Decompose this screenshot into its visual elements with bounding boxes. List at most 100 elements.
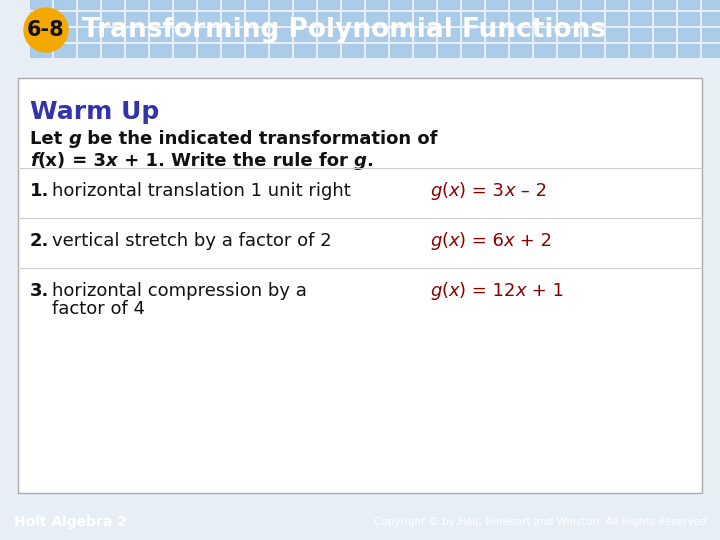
Bar [54, 28, 76, 42]
Bar [198, 0, 220, 10]
Bar [246, 28, 268, 42]
Bar [342, 28, 364, 42]
Bar [366, 28, 388, 42]
Bar [126, 0, 148, 10]
Bar [654, 0, 676, 10]
Bar [438, 12, 460, 26]
Bar [54, 0, 76, 10]
Text: x: x [449, 232, 459, 250]
Bar [30, 28, 52, 42]
Bar [390, 12, 412, 26]
Bar [102, 44, 124, 58]
Text: 1.: 1. [30, 182, 50, 200]
Text: Let: Let [30, 130, 68, 148]
Bar [30, 0, 52, 10]
Text: (: ( [441, 282, 449, 300]
Bar [150, 12, 172, 26]
Bar [630, 28, 652, 42]
Bar [294, 28, 316, 42]
Bar [78, 44, 100, 58]
Bar [414, 0, 436, 10]
Bar [414, 44, 436, 58]
Bar [318, 12, 340, 26]
Bar [390, 44, 412, 58]
Bar [102, 12, 124, 26]
Text: be the indicated transformation of: be the indicated transformation of [81, 130, 438, 148]
Bar [174, 28, 196, 42]
Text: = 6: = 6 [466, 232, 504, 250]
Bar [438, 28, 460, 42]
Bar [246, 0, 268, 10]
Text: + 1: + 1 [526, 282, 564, 300]
Bar [294, 44, 316, 58]
Bar [222, 44, 244, 58]
Bar [174, 12, 196, 26]
Text: ): ) [459, 282, 466, 300]
Text: 3.: 3. [30, 282, 50, 300]
Text: Holt Algebra 2: Holt Algebra 2 [14, 516, 127, 529]
Bar [702, 28, 720, 42]
Bar [534, 12, 556, 26]
Text: x: x [504, 182, 515, 200]
Bar [678, 44, 700, 58]
Bar [438, 44, 460, 58]
Bar [558, 44, 580, 58]
Text: horizontal compression by a: horizontal compression by a [52, 282, 307, 300]
Bar [630, 12, 652, 26]
Text: (: ( [441, 232, 449, 250]
Bar [222, 0, 244, 10]
Bar [198, 28, 220, 42]
Bar [582, 44, 604, 58]
Bar [414, 28, 436, 42]
Bar [366, 44, 388, 58]
Text: ): ) [459, 232, 466, 250]
Text: g: g [430, 232, 441, 250]
Bar [630, 44, 652, 58]
Text: Transforming Polynomial Functions: Transforming Polynomial Functions [82, 17, 606, 43]
Bar [270, 28, 292, 42]
Bar [390, 28, 412, 42]
Bar [486, 44, 508, 58]
Bar [390, 0, 412, 10]
Circle shape [24, 8, 68, 52]
Text: g: g [430, 282, 441, 300]
Bar [582, 12, 604, 26]
Bar [294, 12, 316, 26]
Bar [486, 12, 508, 26]
Bar [678, 12, 700, 26]
Bar [54, 44, 76, 58]
Bar [342, 12, 364, 26]
FancyBboxPatch shape [18, 78, 702, 493]
Bar [174, 0, 196, 10]
Bar [102, 28, 124, 42]
Bar [78, 12, 100, 26]
Text: 6-8: 6-8 [27, 20, 65, 40]
Bar [342, 44, 364, 58]
Text: (x): (x) [38, 152, 66, 170]
Text: Warm Up: Warm Up [30, 100, 159, 124]
Text: x: x [516, 282, 526, 300]
Text: f: f [30, 152, 38, 170]
Bar [78, 0, 100, 10]
Text: – 2: – 2 [515, 182, 546, 200]
Bar [558, 0, 580, 10]
Text: (: ( [441, 182, 449, 200]
Bar [150, 28, 172, 42]
Text: = 3: = 3 [466, 182, 504, 200]
Text: ): ) [459, 182, 466, 200]
Bar [534, 44, 556, 58]
Bar [702, 44, 720, 58]
Bar [606, 44, 628, 58]
Bar [654, 28, 676, 42]
Text: = 3: = 3 [66, 152, 106, 170]
Bar [318, 44, 340, 58]
Bar [654, 44, 676, 58]
Bar [294, 0, 316, 10]
Bar [126, 12, 148, 26]
Bar [270, 12, 292, 26]
Bar [462, 0, 484, 10]
Bar [462, 44, 484, 58]
Text: g: g [68, 130, 81, 148]
Bar [126, 44, 148, 58]
Bar [678, 0, 700, 10]
